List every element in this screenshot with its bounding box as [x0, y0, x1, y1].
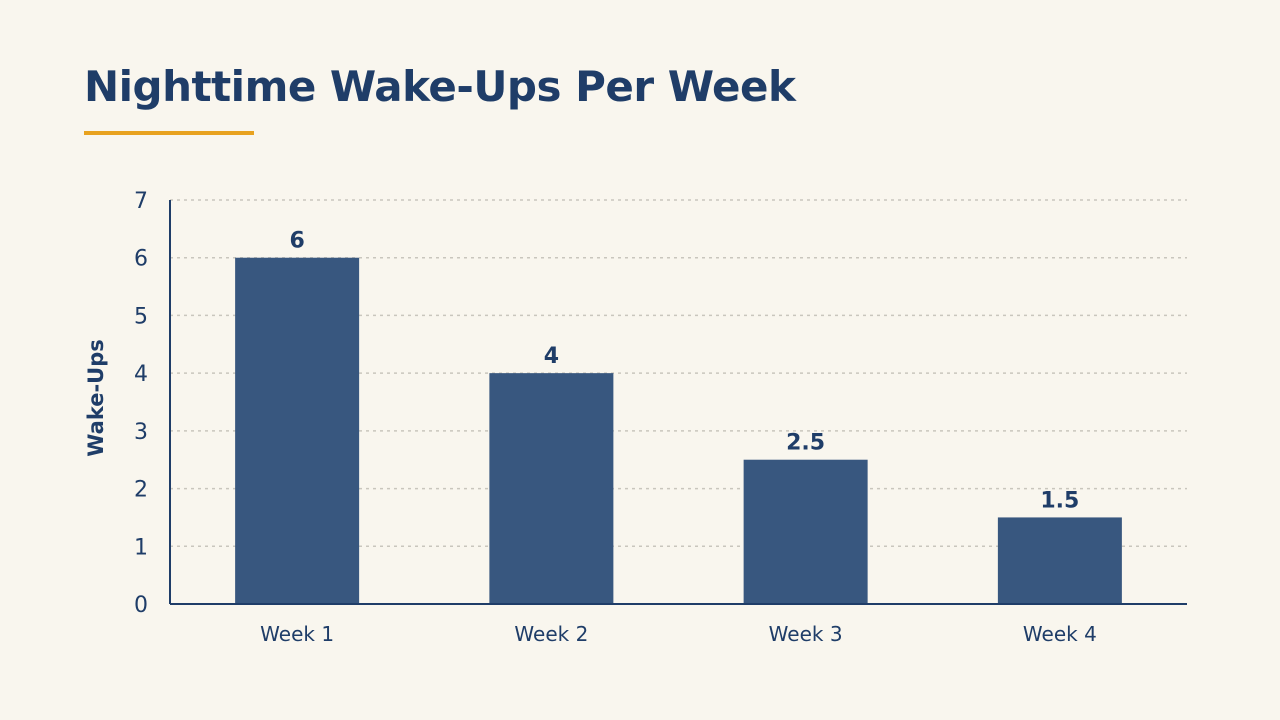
value-labels: 6 4 2.5 1.5 [289, 229, 1079, 514]
y-tick-label: 2 [134, 478, 148, 503]
bar-week-1 [235, 257, 360, 604]
bar-week-3 [743, 459, 868, 604]
bars [235, 257, 1122, 604]
y-tick-label: 5 [134, 304, 148, 329]
y-tick-label: 0 [134, 593, 148, 618]
bar-week-2 [489, 373, 614, 604]
y-tick-label: 1 [134, 535, 148, 560]
x-axis-labels: Week 1 Week 2 Week 3 Week 4 [260, 622, 1097, 646]
data-label: 6 [289, 229, 304, 254]
y-axis-title: Wake-Ups [84, 339, 108, 457]
x-tick-label: Week 2 [514, 622, 588, 646]
y-tick-label: 6 [134, 247, 148, 272]
x-tick-label: Week 3 [769, 622, 843, 646]
bar-week-4 [997, 517, 1122, 604]
x-tick-label: Week 1 [260, 622, 334, 646]
data-label: 4 [544, 344, 559, 369]
title-accent-underline [84, 131, 254, 135]
y-tick-label: 7 [134, 189, 148, 214]
y-axis-ticks: 0 1 2 3 4 5 6 7 [134, 189, 148, 618]
x-tick-label: Week 4 [1023, 622, 1097, 646]
chart-title: Nighttime Wake-Ups Per Week [84, 62, 796, 111]
data-label: 1.5 [1040, 488, 1079, 513]
data-label: 2.5 [786, 431, 825, 456]
y-tick-label: 3 [134, 420, 148, 445]
y-tick-label: 4 [134, 362, 148, 387]
